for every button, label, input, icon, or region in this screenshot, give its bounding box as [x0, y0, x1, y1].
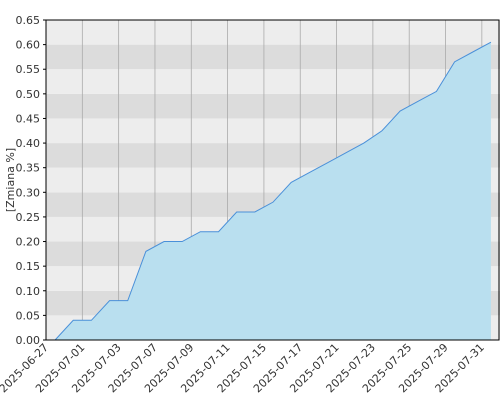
y-tick-label: 0.50: [16, 88, 41, 101]
band-stripe: [46, 44, 500, 70]
area-fill: [55, 42, 491, 341]
band-stripe: [46, 20, 500, 45]
y-tick-label: 0.15: [16, 260, 41, 273]
y-tick-label: 0.05: [16, 309, 41, 322]
y-tick-label: 0.55: [16, 63, 41, 76]
line: [54, 41, 492, 341]
y-tick-label: 0.60: [16, 39, 41, 52]
y-tick-label: 0.45: [16, 112, 41, 125]
y-tick-label: 0.10: [16, 285, 41, 298]
y-tick-label: 0.40: [16, 137, 41, 150]
y-tick-label: 0.35: [16, 162, 41, 175]
y-tick-label: 0.30: [16, 186, 41, 199]
y-tick-label: 0.65: [16, 14, 41, 27]
plot-frame: [45, 19, 500, 341]
y-tick-label: 0.00: [16, 334, 41, 347]
y-axis-label: [Zmiana %]: [4, 148, 17, 212]
band-stripe: [46, 69, 500, 94]
y-tick-label: 0.20: [16, 236, 41, 249]
y-tick-label: 0.25: [16, 211, 41, 224]
